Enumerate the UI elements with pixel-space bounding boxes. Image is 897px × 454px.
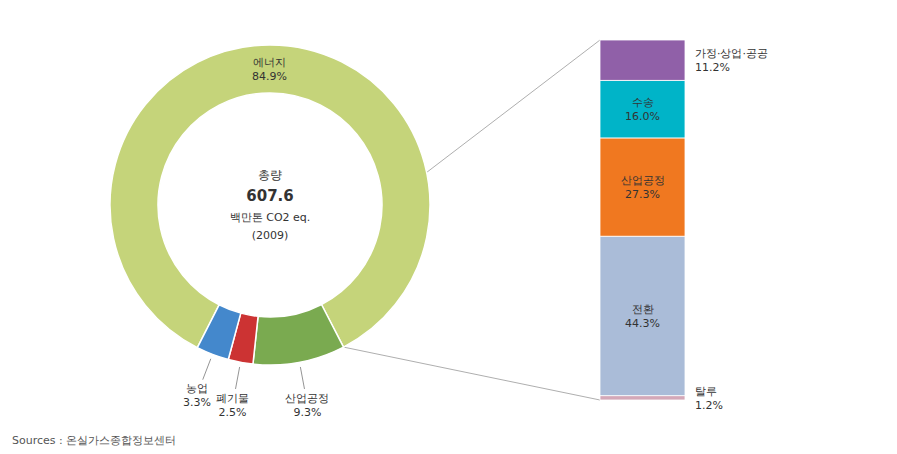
slice-label: 에너지 [253,56,286,69]
connector-line [344,347,600,400]
chart-root: 에너지84.9%산업공정9.3%폐기물2.5%농업3.3%총량607.6백만톤 … [0,0,897,454]
donut-slice [110,45,430,348]
segment-label: 산업공정 [621,174,665,187]
leader-line [300,367,304,389]
bar-labels: 탈루1.2% 전환44.3% 산업공정27.3% 수송16.0% 가정·상업·공공11.… [621,47,769,412]
segment-value-label: 44.3% [625,317,660,330]
center-text: 총량 607.6 백만톤 CO2 eq. (2009) [230,168,311,242]
slice-label: 산업공정 [285,392,329,405]
segment-value-label: 1.2% [695,399,723,412]
donut [110,45,430,365]
segment-label: 탈루 [695,385,717,398]
bar-segment [600,396,685,400]
slice-value-label: 84.9% [252,70,287,83]
bar-segment [600,40,685,80]
segment-value-label: 27.3% [625,188,660,201]
stacked-bar [600,40,685,400]
bar-segment [600,236,685,395]
center-annotation: (2009) [252,229,289,242]
leader-line [236,367,240,389]
slice-value-label: 3.3% [183,396,211,409]
slice-value-label: 2.5% [219,406,247,419]
bar-segment [600,138,685,236]
donut-slice [253,304,344,365]
donut-slice [197,305,240,360]
slice-label: 농업 [186,382,208,395]
segment-value-label: 16.0% [625,110,660,123]
bar-segment [600,80,685,138]
segment-label: 수송 [632,96,654,109]
center-annotation: 백만톤 CO2 eq. [230,211,311,224]
center-annotation: 총량 [258,168,282,182]
leader-line [203,359,211,380]
slice-label: 폐기물 [216,392,249,405]
segment-value-label: 11.2% [695,61,730,74]
source-text: Sources : 온실가스종합정보센터 [12,434,176,447]
segment-label: 전환 [632,303,654,316]
segment-label: 가정·상업·공공 [695,47,768,60]
slice-value-label: 9.3% [293,406,321,419]
donut-labels: 에너지84.9% 산업공정9.3% 폐기물2.5% 농업3.3% [183,56,329,419]
donut-hole [158,93,382,317]
center-annotation: 607.6 [246,187,293,205]
